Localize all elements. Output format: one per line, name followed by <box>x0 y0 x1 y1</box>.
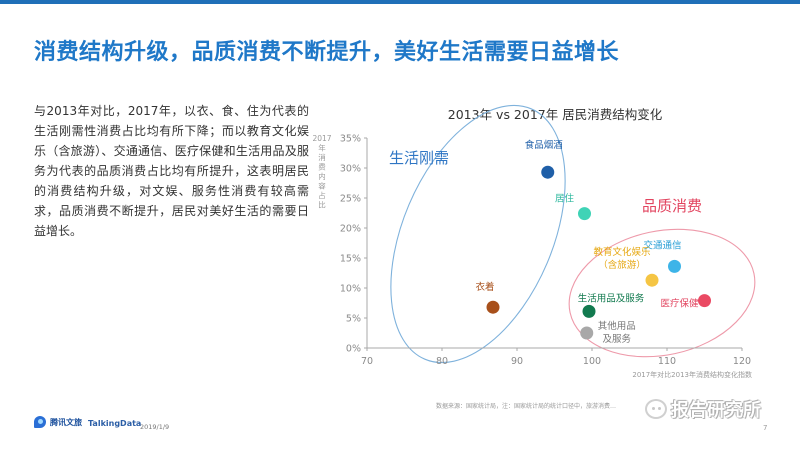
x-tick-label: 100 <box>583 356 601 367</box>
data-point-label: 其他用品 <box>598 320 636 332</box>
y-axis-label-char: 2017 <box>312 134 331 143</box>
x-tick-label: 110 <box>658 356 676 367</box>
y-tick-label: 35% <box>340 134 361 145</box>
tencent-logo-icon <box>34 416 46 428</box>
y-tick-label: 20% <box>340 224 361 235</box>
data-source-note: 数据来源：国家统计局，注：国家统计局的统计口径中，旅游消费… <box>436 403 617 410</box>
y-tick-label: 15% <box>340 254 361 265</box>
data-point-label: 食品烟酒 <box>525 139 564 151</box>
y-axis-label-char: 年 <box>318 143 326 153</box>
tencent-culture-tourism-logo: 腾讯文旅 <box>34 416 82 428</box>
x-axis-label: 2017年对比2013年消费结构变化指数 <box>632 370 752 379</box>
data-point <box>582 304 596 318</box>
data-point <box>580 326 594 340</box>
data-point-label: 生活用品及服务 <box>578 292 645 304</box>
page-number: 7 <box>763 424 768 432</box>
watermark-text: 报告研究所 <box>671 400 761 421</box>
ellipse-essential-needs <box>390 104 566 364</box>
slide-date: 2019/1/9 <box>140 423 170 431</box>
data-point-label: 教育文化娱乐 <box>593 246 651 258</box>
y-tick-label: 0% <box>346 344 361 355</box>
watermark: 报告研究所 <box>645 396 761 422</box>
data-point-label: （含旅游） <box>598 259 646 271</box>
y-axis-label-char: 内 <box>318 171 326 181</box>
y-axis-label-char: 容 <box>318 181 326 191</box>
y-axis-label-char: 占 <box>318 190 326 200</box>
summary-paragraph: 与2013年对比，2017年，以衣、食、住为代表的生活刚需性消费占比均有所下降；… <box>34 104 309 238</box>
x-tick-label: 70 <box>361 356 373 367</box>
chart-title: 2013年 vs 2017年 居民消费结构变化 <box>447 107 663 122</box>
talkingdata-logo: TalkingData <box>88 419 142 428</box>
group-label: 品质消费 <box>642 197 702 215</box>
y-tick-label: 10% <box>340 284 361 295</box>
data-point-label: 及服务 <box>602 333 631 345</box>
group-ellipses <box>390 104 756 364</box>
y-axis-label-char: 消 <box>318 152 326 162</box>
y-tick-label: 25% <box>340 194 361 205</box>
data-point <box>486 300 500 314</box>
y-tick-label: 30% <box>340 164 361 175</box>
data-point-label: 交通通信 <box>643 239 681 251</box>
data-point-label: 医疗保健 <box>660 298 699 310</box>
data-point <box>578 207 591 221</box>
data-point-label: 居住 <box>555 193 575 205</box>
slide-title: 消费结构升级，品质消费不断提升，美好生活需要日益增长 <box>34 40 620 65</box>
data-point <box>668 259 681 273</box>
data-point <box>645 273 659 287</box>
x-tick-label: 80 <box>436 356 448 367</box>
ellipse-quality-consumption <box>568 228 756 358</box>
tencent-logo-text: 腾讯文旅 <box>50 417 82 427</box>
x-tick-label: 90 <box>511 356 523 367</box>
x-tick-label: 120 <box>733 356 751 367</box>
data-point-label: 衣着 <box>475 281 494 293</box>
y-axis-label-char: 费 <box>318 162 326 172</box>
y-tick-label: 5% <box>346 314 361 325</box>
y-axis-label-char: 比 <box>318 200 326 210</box>
data-point <box>698 294 711 308</box>
chart-axes: 0% 5% 10% 15% 20% 25% 30% 35% 70 80 90 100 110 120 201… <box>340 134 752 380</box>
top-accent-bar <box>0 0 800 4</box>
wechat-icon <box>645 399 667 419</box>
data-point <box>541 165 555 179</box>
group-label: 生活刚需 <box>389 149 449 167</box>
